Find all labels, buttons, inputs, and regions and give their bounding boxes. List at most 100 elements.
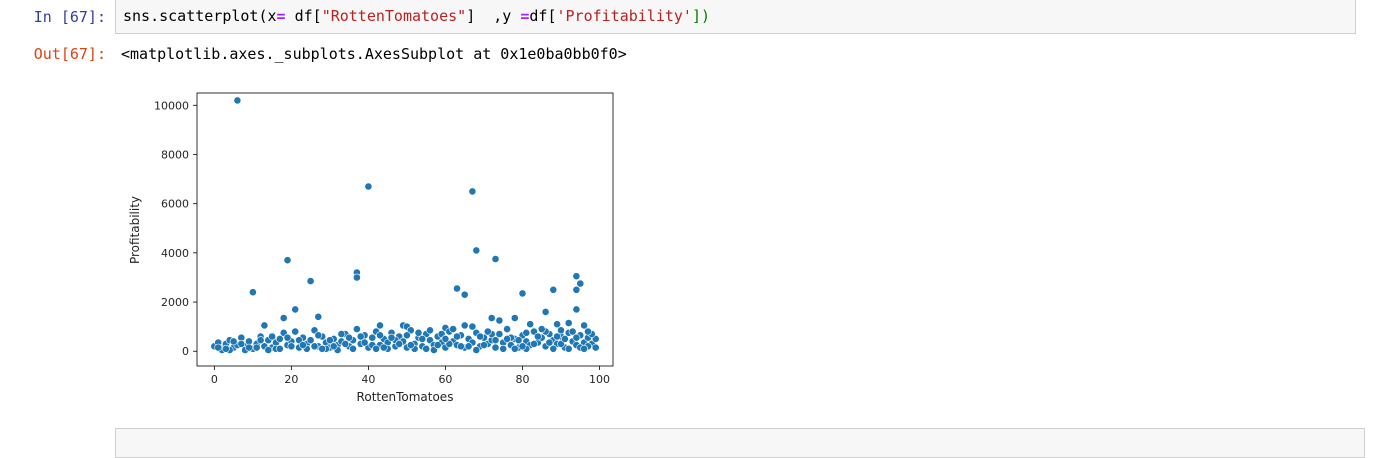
y-tick-label: 6000 (161, 198, 189, 211)
scatter-point (395, 339, 404, 348)
scatter-point (549, 285, 558, 294)
scatter-point (376, 321, 384, 330)
scatter-point (522, 328, 531, 337)
scatter-point (464, 342, 473, 351)
scatter-point (460, 290, 469, 299)
scatter-point (480, 341, 488, 349)
scatter-point (318, 344, 327, 353)
y-tick-label: 0 (182, 345, 189, 358)
scatter-point (291, 327, 300, 336)
y-tick-label: 8000 (161, 148, 189, 161)
x-axis-label: RottenTomatoes (357, 390, 454, 404)
x-tick-label: 100 (589, 373, 610, 386)
scatter-point (560, 334, 569, 343)
scatter-point (568, 327, 577, 336)
scatter-point (245, 343, 253, 352)
scatter-point (418, 334, 427, 343)
scatter-point (441, 334, 450, 343)
scatter-point (298, 341, 307, 349)
scatter-points (210, 96, 600, 354)
scatter-point (468, 322, 477, 331)
code-x-keyword: x (267, 7, 277, 25)
scatter-point (364, 182, 373, 191)
scatter-point (572, 285, 581, 294)
scatter-point (576, 279, 585, 288)
scatter-point (306, 277, 315, 285)
code-line[interactable]: sns.scatterplot(x= df["RottenTomatoes"] … (123, 7, 710, 25)
scatter-point (514, 336, 523, 345)
scatter-point (503, 334, 511, 343)
x-tick-label: 0 (211, 373, 218, 386)
scatter-point (287, 342, 296, 351)
scatter-point (337, 330, 346, 338)
code-y-keyword: ] ,y (466, 7, 521, 25)
scatter-point (510, 314, 519, 322)
scatter-point (533, 332, 542, 341)
scatter-point (329, 342, 338, 351)
y-axis-label: Profitability (128, 196, 142, 264)
scatter-point (518, 289, 527, 298)
code-function: sns.scatterplot( (123, 7, 268, 25)
x-axis-ticks: 0 20 40 60 80 100 (211, 366, 610, 386)
scatter-point (572, 272, 581, 281)
scatter-point (406, 341, 415, 349)
scatter-point (503, 325, 511, 333)
y-tick-label: 4000 (161, 247, 189, 260)
scatter-point (402, 331, 411, 340)
scatter-point (491, 343, 500, 352)
scatter-point (252, 343, 261, 352)
scatter-point (233, 96, 242, 105)
scatter-point (275, 334, 284, 343)
scatter-point (564, 344, 573, 353)
scatter-point (264, 346, 273, 354)
code-operator-2: = (520, 7, 530, 25)
scatter-point (291, 305, 300, 314)
scatter-point (306, 336, 315, 345)
x-tick-label: 60 (438, 373, 452, 386)
y-tick-label: 2000 (161, 296, 189, 309)
scatter-point (491, 255, 500, 263)
plot-frame (196, 92, 614, 367)
scatter-point (372, 344, 380, 353)
y-tick-label: 10000 (154, 99, 189, 112)
scatter-point (518, 342, 527, 351)
scatter-point (476, 332, 484, 341)
scatter-point (379, 343, 388, 352)
scatter-point (376, 331, 384, 340)
code-df: df[ (285, 7, 322, 25)
scatter-point (487, 314, 496, 322)
scatter-point (495, 330, 504, 338)
scatter-point (229, 337, 238, 346)
x-tick-label: 40 (361, 373, 375, 386)
scatter-point (275, 344, 284, 353)
scatter-point (510, 344, 519, 353)
scatter-point (268, 332, 276, 341)
scatter-point (499, 344, 508, 353)
code-string-y: 'Profitability' (556, 7, 692, 25)
scatter-point (537, 325, 546, 333)
scatter-point (472, 246, 481, 255)
code-editor[interactable]: sns.scatterplot(x= df["RottenTomatoes"] … (115, 0, 1356, 34)
scatter-point (557, 326, 565, 335)
scatter-point (237, 339, 246, 348)
scatter-point (572, 333, 581, 342)
scatter-point (345, 333, 353, 342)
scatter-point (352, 273, 361, 282)
scatter-point (453, 332, 461, 341)
scatter-point (214, 343, 223, 352)
scatter-point (564, 319, 573, 327)
next-input-cell[interactable] (115, 428, 1365, 458)
scatter-point (314, 331, 323, 340)
scatter-point (472, 346, 481, 354)
scatter-point (426, 326, 434, 335)
output-text: <matplotlib.axes._subplots.AxesSubplot a… (121, 45, 627, 63)
scatter-point (387, 333, 396, 342)
scatter-point (433, 341, 442, 349)
scatter-point (283, 333, 292, 342)
scatter-point (541, 307, 550, 316)
scatter-point (468, 187, 477, 196)
y-axis-ticks: 0 2000 4000 6000 8000 10000 (154, 99, 197, 358)
scatter-point (352, 325, 361, 333)
input-cell[interactable]: In [67]: sns.scatterplot(x= df["RottenTo… (0, 0, 1393, 40)
scatter-point (591, 343, 600, 352)
